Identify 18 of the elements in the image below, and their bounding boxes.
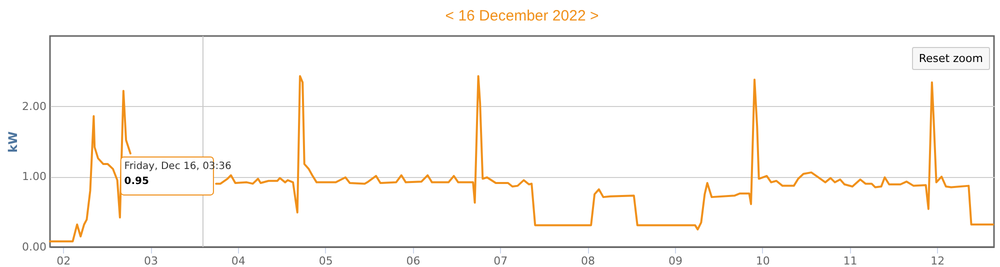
y-axis-title: kW: [6, 131, 20, 153]
x-tick-label: 03: [144, 254, 158, 267]
reset-zoom-button: Reset zoom: [912, 47, 990, 70]
x-tick-label: 02: [56, 254, 71, 267]
x-tick-label: 07: [494, 254, 508, 267]
x-tick-label: 05: [318, 254, 333, 267]
y-tick-label: 2.00: [22, 100, 46, 113]
y-tick-label: 1.00: [22, 170, 46, 184]
x-tick-label: 04: [231, 254, 246, 267]
x-tick-label: 06: [406, 254, 420, 267]
chart-title: < 16 December 2022 >: [445, 8, 599, 24]
x-tick-label: 08: [581, 254, 596, 267]
y-tick-label: 0.00: [22, 240, 46, 254]
x-tick-label: 09: [668, 254, 682, 267]
x-tick-label: 10: [756, 254, 770, 267]
x-tick-label: 11: [843, 254, 858, 267]
annotation: 0.95: [124, 176, 150, 187]
x-tick-label: 12: [930, 254, 945, 267]
